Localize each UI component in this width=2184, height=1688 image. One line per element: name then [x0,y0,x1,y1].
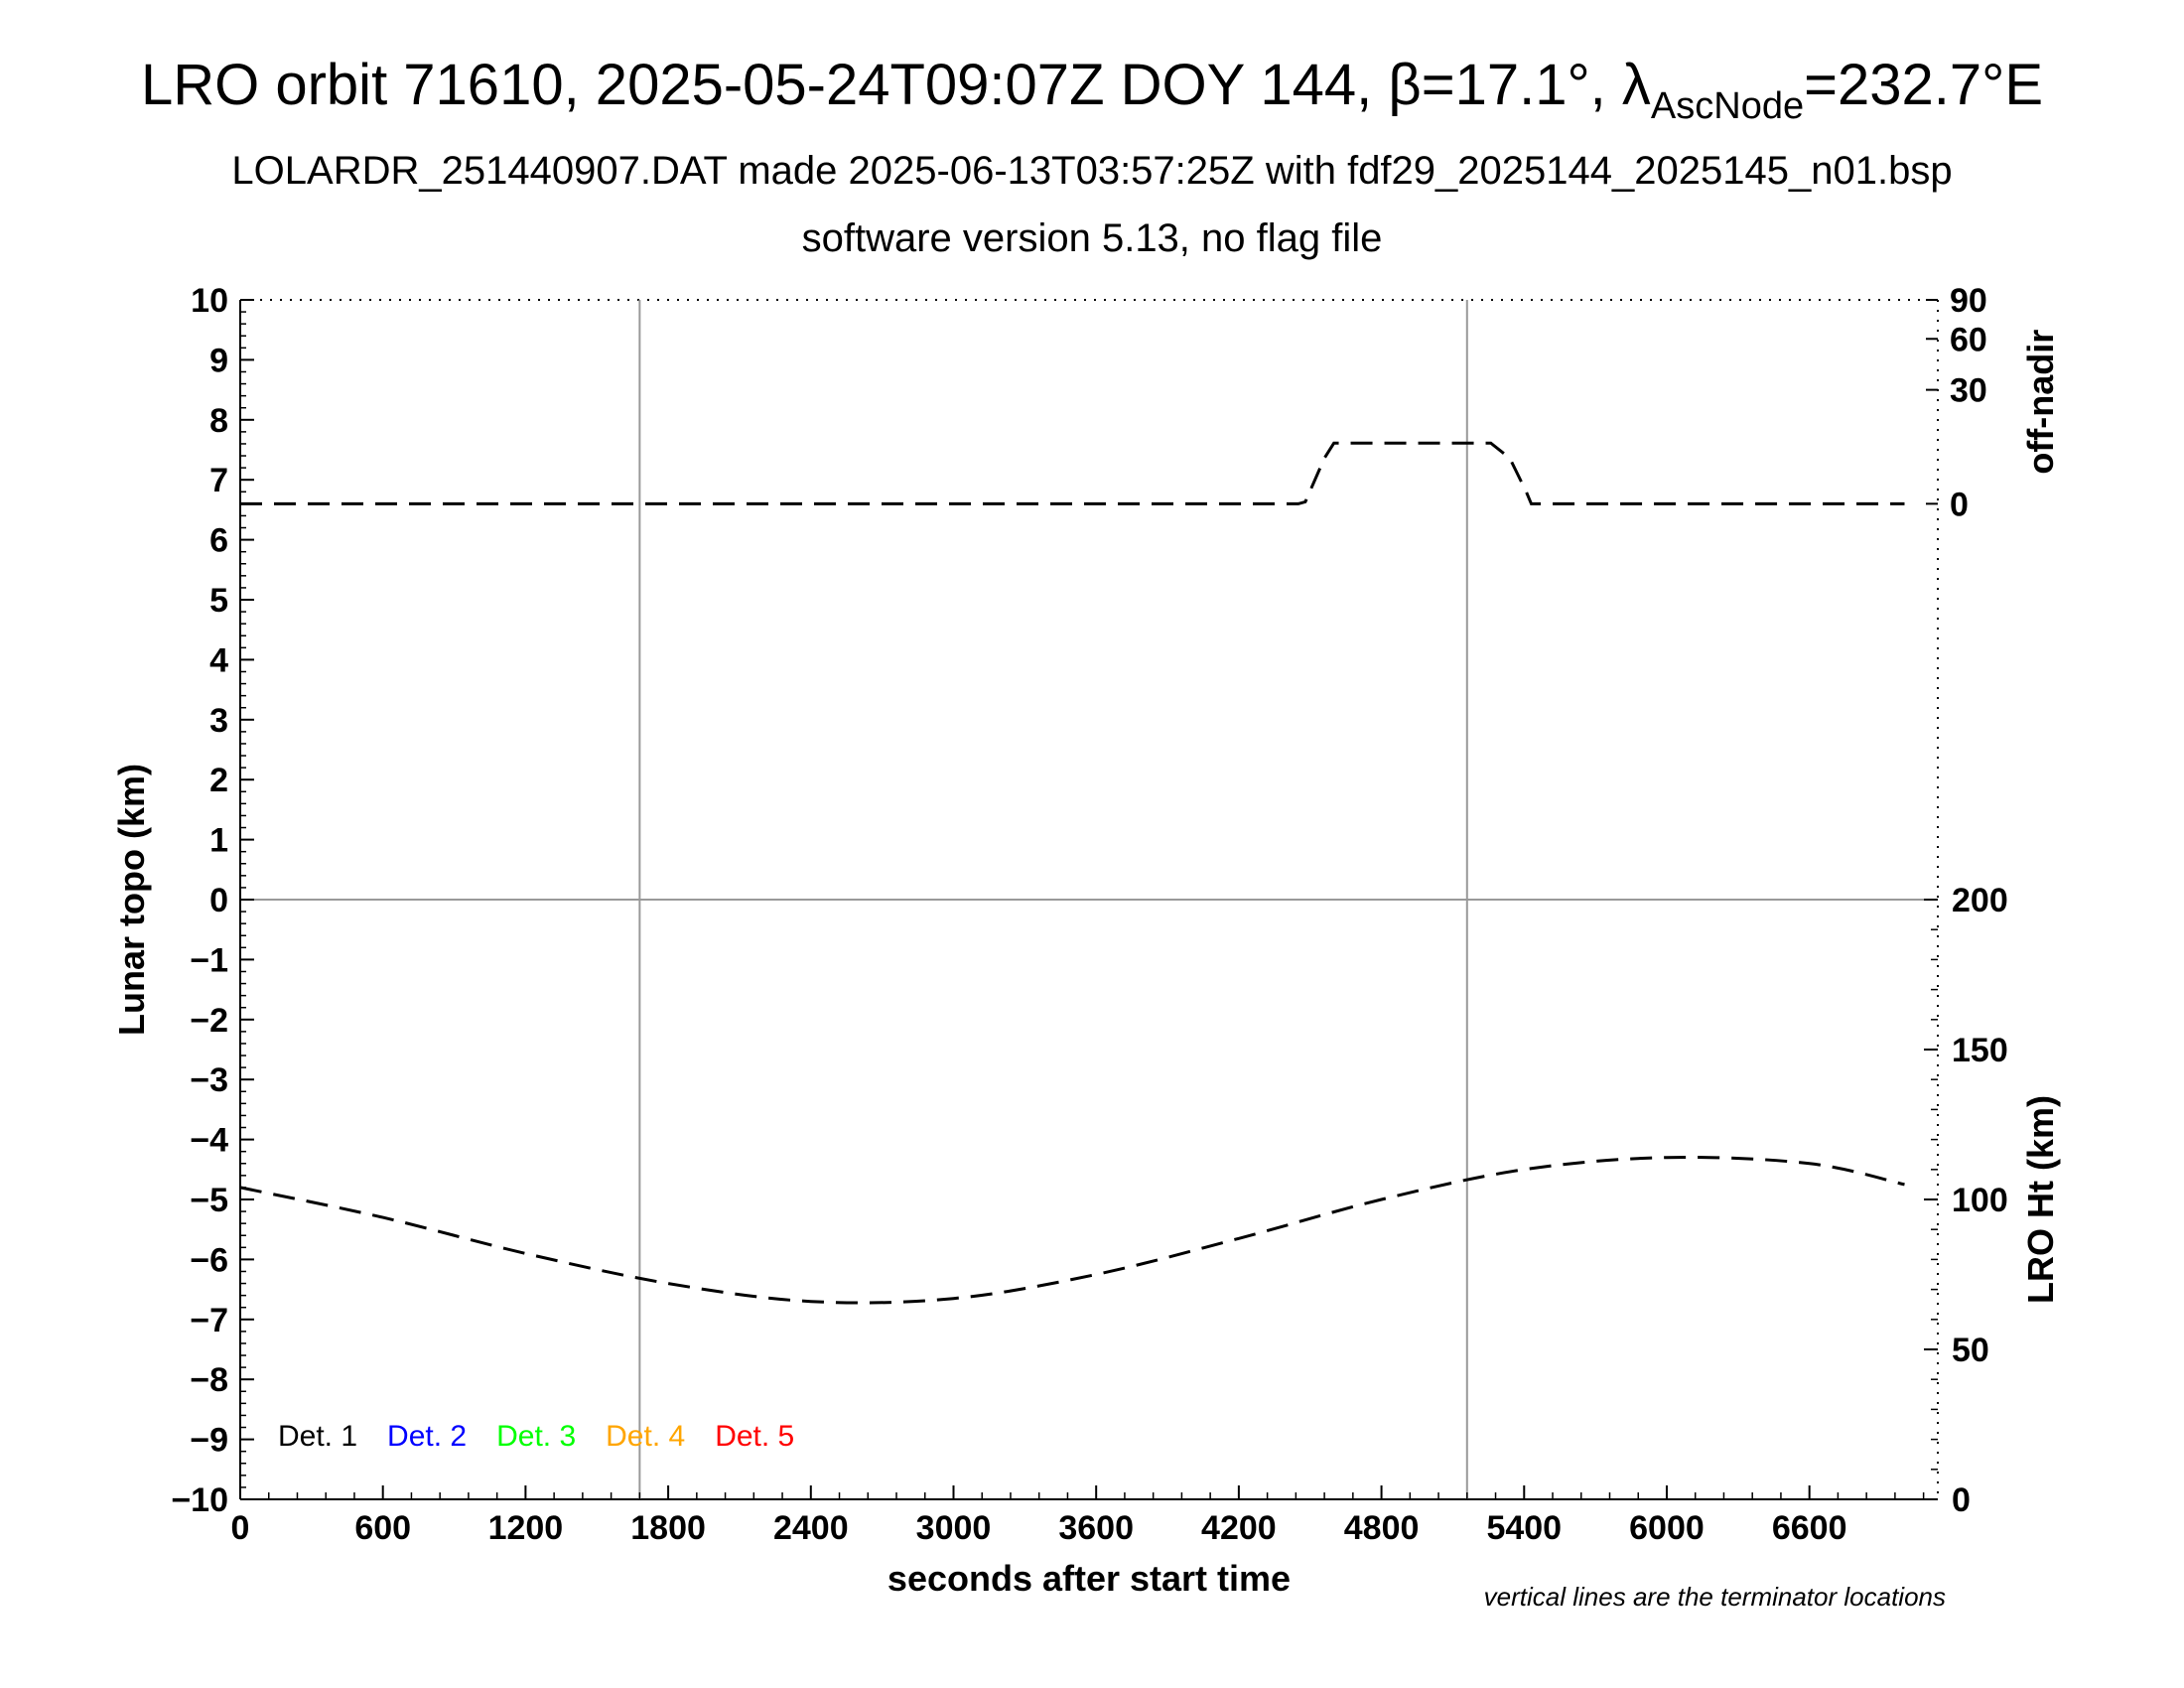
lro-height-series-line [239,1155,1905,1305]
axis-titles: seconds after start time Lunar topo (km) o… [111,330,2061,1599]
detector-legend: Det. 1 Det. 2 Det. 3 Det. 4 Det. 5 [278,1420,824,1454]
off-nadir-axis-label: off-nadir [2020,330,2061,475]
left-tick-label: −9 [190,1422,228,1460]
height-tick-label: 200 [1952,882,2008,919]
left-tick-label: 0 [209,882,228,919]
x-tick-label: 4200 [1201,1509,1277,1547]
title-prefix: LRO orbit 71610, 2025-05-24T09:07Z DOY 1… [140,53,1389,117]
left-tick-label: −2 [190,1002,228,1040]
left-tick-label: −4 [190,1122,228,1160]
chart-subtitle-file: LOLARDR_251440907.DAT made 2025-06-13T03… [231,149,1953,193]
height-tick-label: 100 [1952,1182,2008,1219]
off-nadir-series-line [240,441,1905,505]
left-tick-label: −8 [190,1361,228,1399]
legend-item: Det. 2 [387,1420,468,1453]
title-lambda-value: =232.7°E [1804,53,2044,117]
chart-title: LRO orbit 71610, 2025-05-24T09:07Z DOY 1… [0,52,2184,128]
x-tick-label: 5400 [1486,1509,1562,1547]
left-tick-label: 2 [209,762,228,799]
terminator-note: vertical lines are the terminator locati… [1483,1582,1946,1612]
x-tick-label: 3600 [1058,1509,1134,1547]
height-axis-label: LRO Ht (km) [2020,1095,2061,1304]
off-nadir-tick-label: 0 [1950,486,1969,523]
left-tick-label: 5 [209,582,228,620]
left-tick-label: 1 [209,822,228,860]
left-tick-label: 8 [209,402,228,440]
grid-lines [240,300,1938,1499]
x-tick-label: 1200 [488,1509,564,1547]
x-tick-label: 6600 [1772,1509,1847,1547]
title-beta: β=17.1°, [1388,53,1622,117]
off-nadir-tick-label: 90 [1950,282,1987,320]
left-tick-label: 6 [209,522,228,560]
tick-marks [239,299,1938,1500]
height-tick-label: 50 [1952,1332,1989,1369]
left-tick-label: 9 [209,342,228,379]
x-axis-label: seconds after start time [887,1558,1291,1599]
off-nadir-tick-label: 60 [1950,321,1987,358]
chart-subtitle-software: software version 5.13, no flag file [801,216,1383,260]
off-nadir-tick-label: 30 [1950,372,1987,410]
left-tick-label: 4 [209,641,228,679]
legend-item: Det. 1 [278,1420,358,1453]
legend-item: Det. 5 [715,1420,795,1453]
x-tick-label: 6000 [1629,1509,1705,1547]
legend-item: Det. 3 [496,1420,577,1453]
left-tick-label: 10 [191,282,228,320]
left-tick-label: −3 [190,1061,228,1099]
left-tick-label: −10 [171,1481,228,1519]
x-tick-label: 0 [231,1509,250,1547]
x-tick-label: 3000 [916,1509,992,1547]
left-tick-label: 3 [209,702,228,740]
left-tick-label: −7 [190,1302,228,1339]
x-tick-label: 2400 [773,1509,849,1547]
height-tick-label: 150 [1952,1032,2008,1069]
left-tick-label: 7 [209,462,228,499]
x-tick-label: 4800 [1344,1509,1420,1547]
height-tick-label: 0 [1952,1481,1971,1519]
x-tick-label: 600 [354,1509,411,1547]
legend-item: Det. 4 [606,1420,686,1453]
title-lambda: λ [1621,53,1651,117]
left-tick-label: −5 [190,1182,228,1219]
left-tick-label: −6 [190,1241,228,1279]
left-tick-label: −1 [190,941,228,979]
x-tick-label: 1800 [630,1509,706,1547]
series-lines [239,441,1905,1305]
y-axis-label: Lunar topo (km) [111,764,152,1036]
title-lambda-sub: AscNode [1650,85,1805,127]
